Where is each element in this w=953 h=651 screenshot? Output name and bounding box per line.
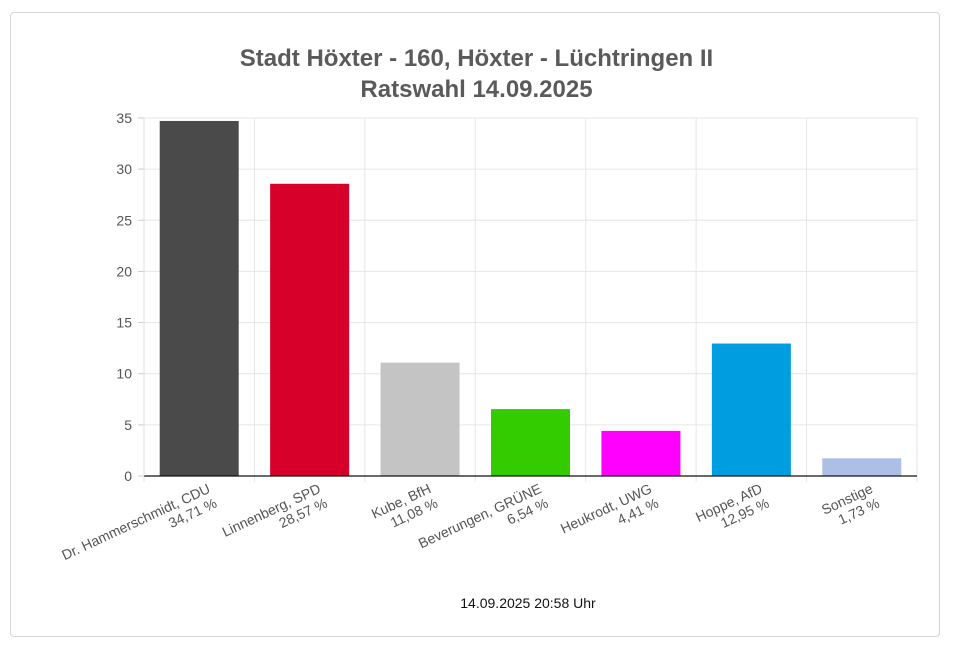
x-tick-label: Hoppe, AfD12,95 % <box>693 480 771 539</box>
y-tick-label: 25 <box>116 212 132 228</box>
x-tick-label: Kube, BfH11,08 % <box>369 480 440 536</box>
y-tick-label: 10 <box>116 366 132 382</box>
bar-6 <box>711 343 791 476</box>
timestamp: 14.09.2025 20:58 Uhr <box>460 595 596 611</box>
y-tick-label: 5 <box>124 417 132 433</box>
bar-5 <box>601 430 681 476</box>
bar-2 <box>270 183 350 476</box>
bar-4 <box>491 409 570 476</box>
bar-3 <box>380 362 460 476</box>
bar-7 <box>822 458 902 476</box>
bar-1 <box>159 120 239 477</box>
chart-title-line1: Stadt Höxter - 160, Höxter - Lüchtringen… <box>239 45 714 72</box>
x-tick-label: Linnenberg, SPD28,57 % <box>219 480 329 554</box>
x-tick-label: Sonstige1,73 % <box>819 480 882 532</box>
x-tick-label: Beverungen, GRÜNE6,54 % <box>415 479 550 565</box>
y-tick-label: 20 <box>116 263 132 279</box>
y-tick-label: 15 <box>116 315 132 331</box>
y-tick-label: 0 <box>124 468 132 484</box>
y-tick-label: 35 <box>116 110 132 126</box>
y-tick-label: 30 <box>116 161 132 177</box>
chart-title-line2: Ratswahl 14.09.2025 <box>360 76 593 103</box>
x-tick-label: Heukrodt, UWG4,41 % <box>558 480 661 551</box>
x-tick-label: Dr. Hammerschmidt, CDU34,71 % <box>59 480 219 577</box>
